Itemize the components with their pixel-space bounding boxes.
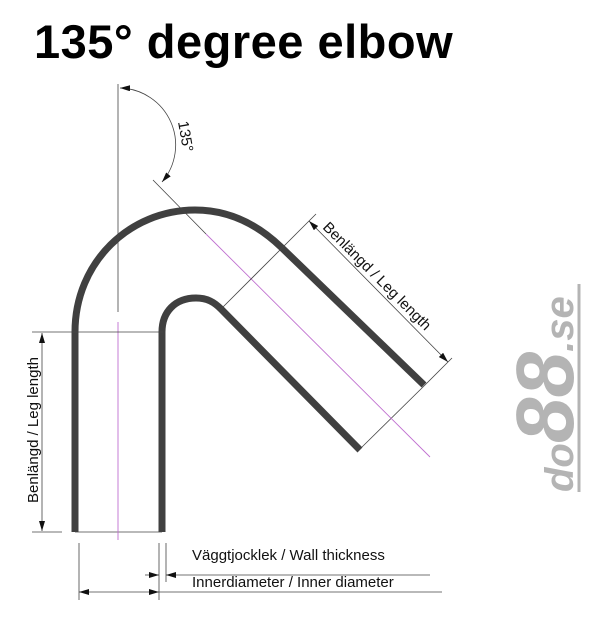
svg-text:do88.se: do88.se: [500, 296, 591, 492]
diagonal-centerline: [205, 233, 431, 458]
angle-arc: [119, 85, 176, 183]
extension-line: [219, 213, 317, 311]
page-title: 135° degree elbow: [34, 15, 454, 68]
tube-end-line: [361, 385, 425, 448]
leg-length-dimension-diagonal: [308, 220, 449, 363]
leg-length-label-diagonal: Benlängd / Leg length: [319, 219, 434, 334]
extension-line: [423, 357, 453, 387]
wall-thickness-label: Väggtjocklek / Wall thickness: [192, 547, 385, 564]
diagonal-reference-line: [152, 179, 207, 235]
angle-label: 135°: [174, 120, 196, 154]
outer-wall: [71, 206, 427, 532]
inner-diameter-label: Innerdiameter / Inner diameter: [192, 574, 394, 591]
inner-wall: [158, 294, 363, 532]
do88-logo: do88.se: [500, 284, 591, 492]
leg-length-label-vertical: Benlängd / Leg length: [25, 357, 42, 503]
